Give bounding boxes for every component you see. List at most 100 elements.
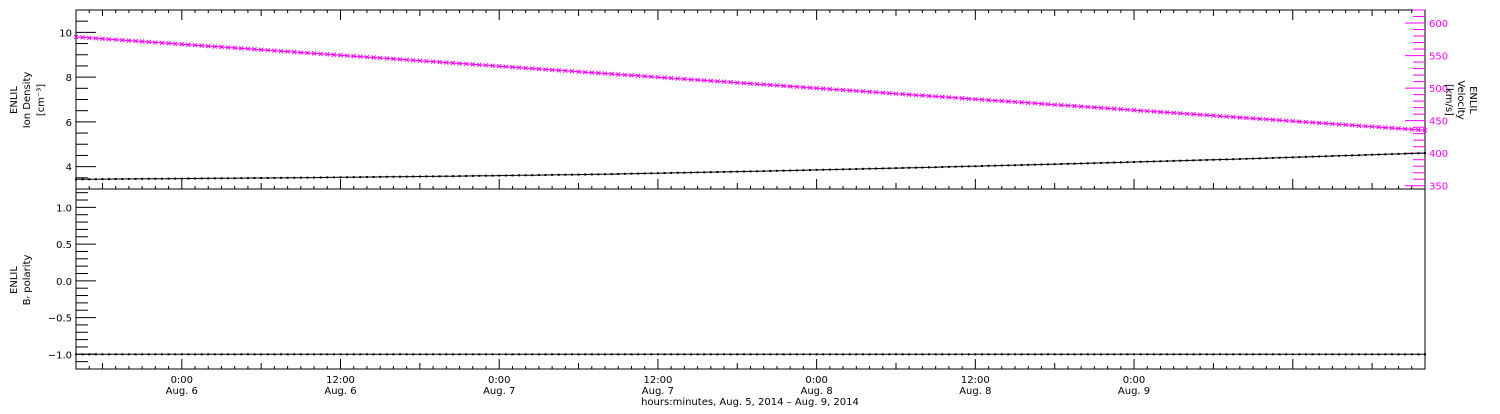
velocity-series-point [1363, 123, 1368, 129]
velocity-series-point [1277, 117, 1282, 123]
ion-density-series-point [220, 177, 223, 180]
velocity-series-point [73, 34, 79, 40]
br-polarity-series-point [451, 353, 454, 356]
br-polarity-series-point [934, 353, 937, 356]
velocity-series-point [1244, 115, 1249, 121]
velocity-series-point [900, 91, 905, 97]
br-polarity-series-point [928, 353, 931, 356]
top-right-y-tick-label: 500 [1429, 84, 1448, 95]
velocity-series-point [1111, 106, 1117, 112]
velocity-series-point [979, 97, 985, 102]
velocity-series-point [503, 64, 509, 70]
br-polarity-series-point [1258, 353, 1261, 356]
br-polarity-series-point [458, 353, 461, 356]
br-polarity-series-point [921, 353, 924, 356]
velocity-series-point [529, 66, 535, 71]
ion-density-series-point [1232, 158, 1235, 161]
velocity-series-point [992, 98, 998, 103]
x-tick-label-time: 12:00 [644, 375, 673, 386]
br-polarity-series-point [154, 353, 157, 356]
ion-density-series-point [809, 169, 812, 172]
ion-density-series-point [101, 178, 104, 181]
velocity-series-point [1343, 122, 1349, 128]
ion-density-series-point [1252, 157, 1255, 160]
ion-density-series-point [557, 173, 560, 176]
velocity-series-point [589, 70, 595, 75]
velocity-series-point [278, 48, 284, 54]
br-polarity-series-point [802, 353, 805, 356]
velocity-series-point [338, 52, 343, 58]
br-polarity-series-point [273, 353, 276, 356]
velocity-series-point [933, 94, 939, 99]
br-polarity-series-point [379, 353, 382, 356]
velocity-series-point [701, 78, 707, 83]
ion-density-series-point [233, 177, 236, 180]
ion-density-series-point [134, 177, 137, 180]
br-polarity-series-point [220, 353, 223, 356]
ion-density-series-point [1212, 158, 1215, 161]
br-polarity-series-point [987, 353, 990, 356]
velocity-series-point [569, 68, 575, 74]
x-tick-label-date: Aug. 9 [1118, 386, 1150, 397]
ion-density-series-point [438, 175, 441, 178]
br-polarity-series-point [1252, 353, 1255, 356]
velocity-series-point [357, 54, 363, 59]
ion-density-series-point [531, 174, 534, 177]
ion-density-series-point [656, 172, 659, 175]
br-polarity-series-point [1007, 353, 1010, 356]
x-tick-label-date: Aug. 6 [166, 386, 198, 397]
br-polarity-series-point [392, 353, 395, 356]
ion-density-series-point [332, 176, 335, 179]
ion-density-series-point [954, 165, 957, 168]
ion-density-series-point [154, 177, 157, 180]
ion-density-series-point [1364, 153, 1367, 156]
velocity-series-point [351, 53, 357, 59]
ion-density-series-point [471, 174, 474, 177]
ion-density-series-point [861, 167, 864, 170]
br-polarity-series-point [498, 353, 501, 356]
ion-density-series-point [1331, 155, 1334, 158]
br-polarity-series-point [782, 353, 785, 356]
ion-density-series-point [795, 169, 798, 172]
br-polarity-series-point [842, 353, 845, 356]
ion-density-series-point [749, 170, 752, 173]
ion-density-series-point [934, 166, 937, 169]
velocity-series-point [1369, 124, 1375, 129]
br-polarity-series-point [88, 353, 91, 356]
ion-density-series-point [1338, 154, 1341, 157]
velocity-series-point [344, 53, 350, 59]
br-polarity-series-point [703, 353, 706, 356]
ion-density-series-point [736, 170, 739, 173]
br-polarity-series-point [1371, 353, 1374, 356]
velocity-series-point [1382, 125, 1388, 130]
br-polarity-series-point [590, 353, 593, 356]
br-polarity-series-point [1159, 353, 1162, 356]
ion-density-series-point [643, 172, 646, 175]
velocity-series-point [1257, 116, 1263, 122]
br-polarity-series-point [736, 353, 739, 356]
ion-density-series-point [762, 170, 765, 173]
br-polarity-series-point [1205, 353, 1208, 356]
velocity-series-point [1356, 123, 1362, 129]
ion-density-series-point [293, 176, 296, 179]
x-tick-label-date: Aug. 7 [642, 386, 674, 397]
br-polarity-series-point [200, 353, 203, 356]
velocity-series-point [972, 96, 978, 102]
br-polarity-series-point [623, 353, 626, 356]
velocity-series-point [1144, 108, 1150, 114]
bottom-left-y-tick-label: 0.5 [56, 240, 72, 251]
br-polarity-series-point [901, 353, 904, 356]
top-right-y-tick-label: 350 [1429, 182, 1448, 193]
velocity-series-point [887, 90, 892, 96]
ion-density-series-point [815, 168, 818, 171]
velocity-series-point [959, 95, 965, 101]
ion-density-series-point [227, 177, 230, 180]
top-left-y-tick-label: 10 [59, 28, 72, 39]
ion-density-series-point [1258, 157, 1261, 160]
br-polarity-series-point [795, 353, 798, 356]
x-tick-label-time: 12:00 [326, 375, 355, 386]
velocity-series-point [152, 40, 158, 45]
br-polarity-series-point [742, 353, 745, 356]
br-polarity-series-point [524, 353, 527, 356]
